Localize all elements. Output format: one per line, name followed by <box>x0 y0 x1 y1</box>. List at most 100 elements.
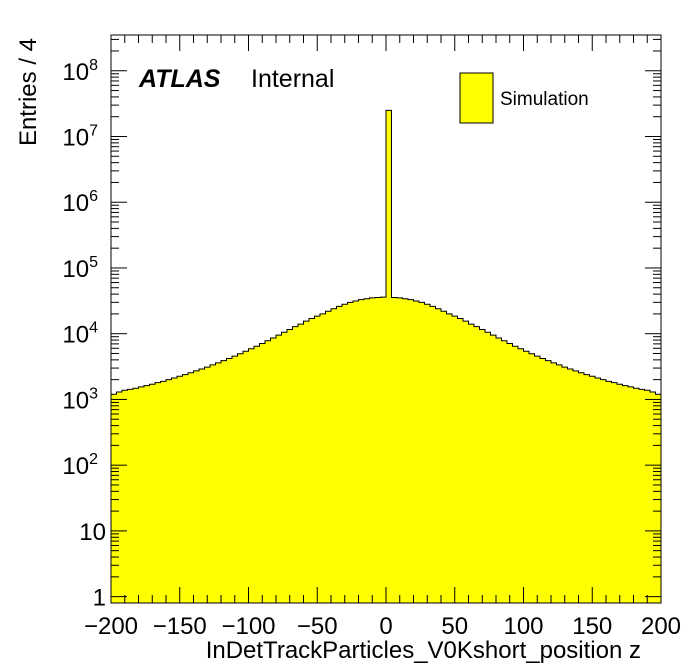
histogram-bar <box>358 299 365 603</box>
y-tick-label: 108 <box>62 57 98 86</box>
legend-label: Simulation <box>500 89 589 110</box>
y-tick-label: 104 <box>62 320 98 349</box>
histogram-bar <box>314 316 321 603</box>
histogram-bar <box>133 388 139 603</box>
histogram-bar <box>160 381 167 603</box>
histogram-bar <box>127 389 134 603</box>
histogram-bar <box>232 356 238 603</box>
histogram-bar <box>633 388 640 603</box>
histogram-bar <box>122 390 128 603</box>
y-tick-label: 1 <box>93 585 106 612</box>
histogram-outline <box>111 109 661 395</box>
histogram-bar <box>342 304 348 603</box>
histogram-bar <box>408 299 414 603</box>
y-tick-label: 10 <box>79 519 106 546</box>
histogram-bar <box>463 321 469 603</box>
histogram-bar <box>215 362 222 603</box>
histogram-bar <box>595 377 601 603</box>
histogram-bar <box>386 110 392 603</box>
histogram-bar <box>617 384 623 603</box>
histogram-bar <box>507 343 513 603</box>
histogram-bar <box>243 351 249 603</box>
histogram-bar <box>457 318 464 603</box>
histogram-bar <box>248 348 255 603</box>
histogram-bar <box>210 364 216 603</box>
y-tick-label: 106 <box>62 188 98 217</box>
histogram-bar <box>496 338 502 603</box>
plot-frame <box>110 34 662 604</box>
x-tick-labels: −200 −150 −100 −50 0 50 100 150 200 <box>84 613 681 640</box>
histogram-bar <box>650 391 656 603</box>
histogram-bar <box>347 302 354 603</box>
histogram-bar <box>325 311 332 603</box>
histogram-bar <box>644 390 651 603</box>
histogram-bar <box>600 379 607 603</box>
histogram-bar <box>375 297 381 603</box>
histogram-bar <box>204 367 211 603</box>
histogram-bar <box>545 360 552 603</box>
internal-label: Internal <box>251 65 334 93</box>
histogram-bar <box>441 311 447 603</box>
x-tick-label: 150 <box>572 613 612 640</box>
histogram-bar <box>391 297 398 603</box>
histogram-bar <box>556 364 563 603</box>
histogram-bar <box>276 335 282 603</box>
histogram-bar <box>303 321 310 603</box>
histogram-bar <box>193 370 200 603</box>
x-tick-label: −200 <box>84 613 138 640</box>
histogram-bar <box>149 384 156 603</box>
histogram-bar <box>589 376 596 603</box>
histogram-bar <box>144 385 150 603</box>
histogram-bar <box>281 332 288 603</box>
histogram-bar <box>551 362 557 603</box>
histogram-bar <box>474 326 480 603</box>
histogram-bar <box>501 340 508 603</box>
histogram-bar <box>397 297 403 603</box>
histogram-bar <box>435 308 442 603</box>
histogram-bar <box>479 329 486 603</box>
x-tick-label: −50 <box>297 613 338 640</box>
histogram-bar <box>380 297 387 603</box>
y-tick-label: 107 <box>62 122 98 151</box>
histogram-bar <box>567 369 574 603</box>
x-tick-label: 0 <box>379 613 392 640</box>
histogram-bar <box>226 358 233 603</box>
x-tick-label: 100 <box>503 613 543 640</box>
histogram-bar <box>182 374 189 603</box>
histogram-bar <box>177 376 183 603</box>
histogram-bar <box>452 316 458 603</box>
histogram-bar <box>111 394 117 603</box>
histogram-bar <box>309 318 315 603</box>
histogram-bar <box>628 386 634 603</box>
histogram-bar <box>562 367 568 603</box>
histogram-bar <box>221 360 227 603</box>
histogram-bar <box>265 340 271 603</box>
x-tick-label: 200 <box>641 613 681 640</box>
histogram-bar <box>446 313 453 603</box>
histogram-bar <box>419 302 425 603</box>
histogram-bar <box>413 300 420 603</box>
histogram-bar <box>171 377 178 603</box>
histogram-bar <box>540 358 546 603</box>
y-tick-labels: 1 10 102 103 104 105 106 107 108 <box>62 57 106 612</box>
histogram-bar <box>611 382 618 603</box>
histogram-bar <box>320 313 326 603</box>
histogram-bar <box>518 348 524 603</box>
histogram-bar <box>292 326 299 603</box>
histogram-bar <box>116 391 123 603</box>
histogram-bar <box>402 298 409 603</box>
histogram-bar <box>353 300 359 603</box>
histogram-bar <box>512 346 519 603</box>
y-tick-label: 103 <box>62 385 98 414</box>
histogram-bar <box>578 372 585 603</box>
atlas-label: ATLAS <box>138 65 221 93</box>
histogram-bar <box>188 372 194 603</box>
histogram-bar <box>138 386 145 603</box>
histogram-bar <box>529 353 535 603</box>
legend-swatch <box>459 72 494 124</box>
histogram-bar <box>270 338 277 603</box>
histogram-bar <box>655 394 662 603</box>
histogram-bar <box>485 332 491 603</box>
x-tick-label: 50 <box>441 613 468 640</box>
